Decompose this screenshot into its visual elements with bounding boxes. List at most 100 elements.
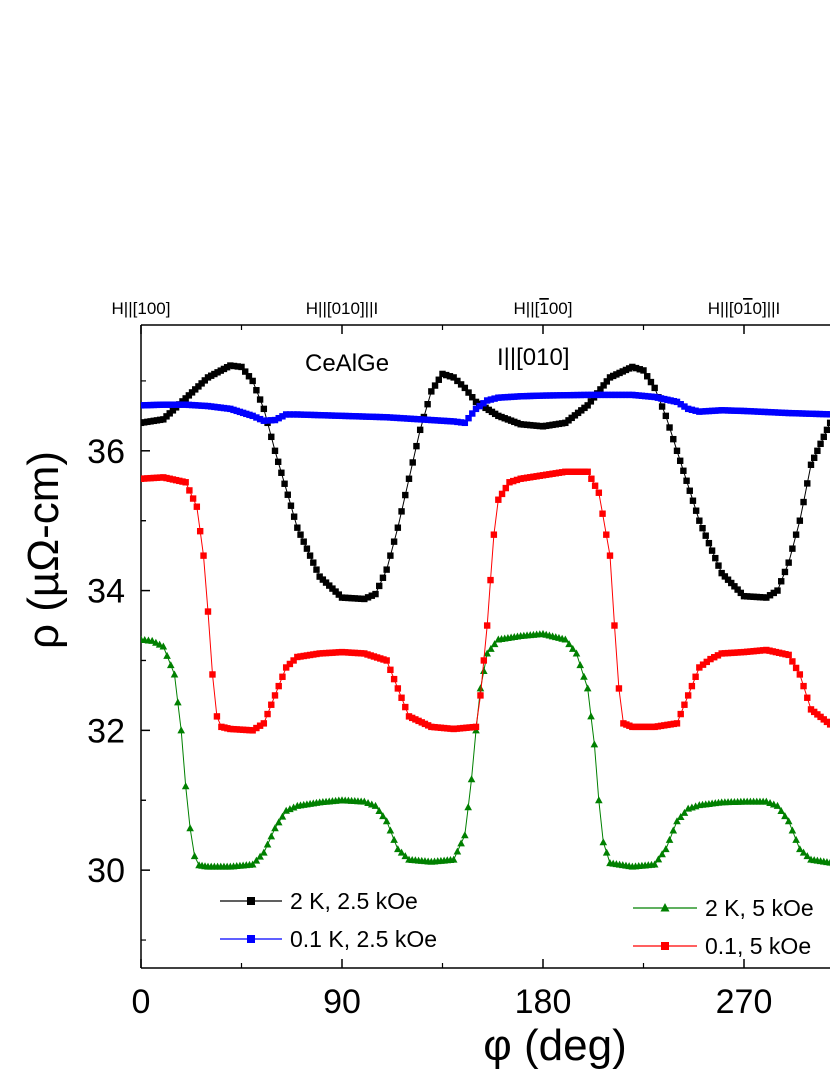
data-point bbox=[141, 635, 145, 643]
series-4 bbox=[141, 468, 830, 734]
data-point bbox=[467, 775, 476, 783]
data-point bbox=[587, 398, 595, 405]
data-point bbox=[647, 378, 655, 386]
legend: 2 K, 2.5 kOe 0.1 K, 2.5 kOe 2 K, 5 kOe 0.1,… bbox=[220, 888, 814, 959]
data-point bbox=[196, 527, 204, 535]
legend-marker bbox=[247, 935, 255, 943]
data-point bbox=[174, 698, 182, 706]
data-point bbox=[290, 411, 297, 418]
data-point bbox=[502, 484, 509, 492]
data-point bbox=[383, 566, 390, 573]
data-point bbox=[684, 692, 692, 699]
data-point bbox=[342, 412, 349, 420]
data-point bbox=[568, 644, 577, 652]
data-point bbox=[181, 782, 190, 790]
data-point bbox=[390, 675, 398, 683]
data-point bbox=[817, 440, 824, 448]
data-point bbox=[778, 578, 785, 585]
data-point bbox=[680, 467, 687, 474]
data-point bbox=[335, 412, 342, 419]
data-point bbox=[773, 801, 782, 809]
data-point bbox=[574, 391, 581, 399]
data-point bbox=[718, 569, 725, 577]
legend-label: 2 K, 2.5 kOe bbox=[290, 888, 418, 914]
data-point bbox=[644, 373, 651, 380]
data-point bbox=[603, 531, 610, 538]
data-point bbox=[506, 479, 513, 486]
data-point bbox=[465, 414, 472, 422]
data-point bbox=[689, 497, 697, 504]
data-point bbox=[435, 376, 442, 383]
data-point bbox=[587, 712, 595, 720]
x-axis-title: φ (deg) bbox=[483, 1021, 626, 1070]
data-point bbox=[606, 552, 614, 559]
data-point bbox=[792, 835, 800, 843]
data-point bbox=[249, 412, 256, 420]
data-point bbox=[268, 433, 275, 441]
data-point bbox=[252, 856, 261, 864]
data-point bbox=[454, 418, 461, 426]
data-point bbox=[654, 855, 663, 863]
data-point bbox=[673, 447, 681, 455]
data-point bbox=[826, 419, 830, 427]
data-point bbox=[603, 378, 611, 385]
data-point bbox=[393, 414, 401, 422]
data-point bbox=[684, 405, 692, 413]
data-point bbox=[826, 411, 830, 418]
data-point bbox=[731, 583, 738, 590]
series-3 bbox=[141, 629, 830, 870]
data-point bbox=[227, 362, 234, 369]
data-point bbox=[476, 402, 483, 410]
data-point bbox=[256, 722, 264, 729]
data-point bbox=[371, 801, 380, 809]
data-point bbox=[766, 592, 774, 599]
legend-marker bbox=[247, 897, 255, 905]
data-point bbox=[464, 803, 472, 811]
top-axis-label: H||[010]||I bbox=[306, 299, 378, 318]
data-point bbox=[359, 413, 366, 420]
data-point bbox=[454, 377, 461, 385]
data-point bbox=[450, 418, 457, 425]
data-point bbox=[595, 489, 603, 496]
data-point bbox=[721, 573, 729, 580]
data-point bbox=[407, 415, 414, 422]
data-point bbox=[338, 412, 346, 420]
data-point bbox=[804, 694, 811, 701]
data-point bbox=[281, 480, 288, 487]
data-point bbox=[800, 682, 807, 690]
data-point bbox=[792, 410, 799, 417]
data-point bbox=[271, 416, 279, 424]
data-point bbox=[599, 510, 606, 517]
data-point bbox=[453, 847, 462, 855]
data-point bbox=[487, 644, 495, 652]
data-point bbox=[268, 701, 275, 708]
data-point bbox=[366, 413, 373, 420]
data-point bbox=[424, 401, 431, 408]
data-point bbox=[782, 409, 789, 417]
data-point bbox=[567, 391, 574, 399]
data-point bbox=[260, 417, 268, 424]
axis-layer: 0 90 180 270 30 32 34 36 H||[100] H||[010]||I H||[… bbox=[87, 299, 780, 1021]
data-point bbox=[510, 477, 517, 485]
data-point bbox=[279, 413, 286, 420]
data-point bbox=[775, 409, 782, 416]
data-point bbox=[177, 726, 185, 734]
data-point bbox=[402, 703, 409, 711]
data-point bbox=[483, 622, 491, 629]
data-point bbox=[275, 682, 282, 690]
data-point bbox=[789, 658, 796, 665]
y-tick-label: 32 bbox=[87, 712, 125, 750]
data-point bbox=[355, 413, 363, 420]
data-point bbox=[480, 666, 488, 674]
data-point bbox=[686, 487, 693, 494]
y-tick-label: 36 bbox=[87, 433, 125, 471]
data-point bbox=[677, 401, 684, 408]
data-point bbox=[591, 391, 598, 399]
data-point bbox=[300, 538, 307, 545]
data-point bbox=[268, 417, 275, 424]
data-point bbox=[397, 414, 404, 422]
data-point bbox=[715, 562, 722, 569]
data-point bbox=[163, 651, 171, 659]
data-point bbox=[810, 454, 818, 461]
